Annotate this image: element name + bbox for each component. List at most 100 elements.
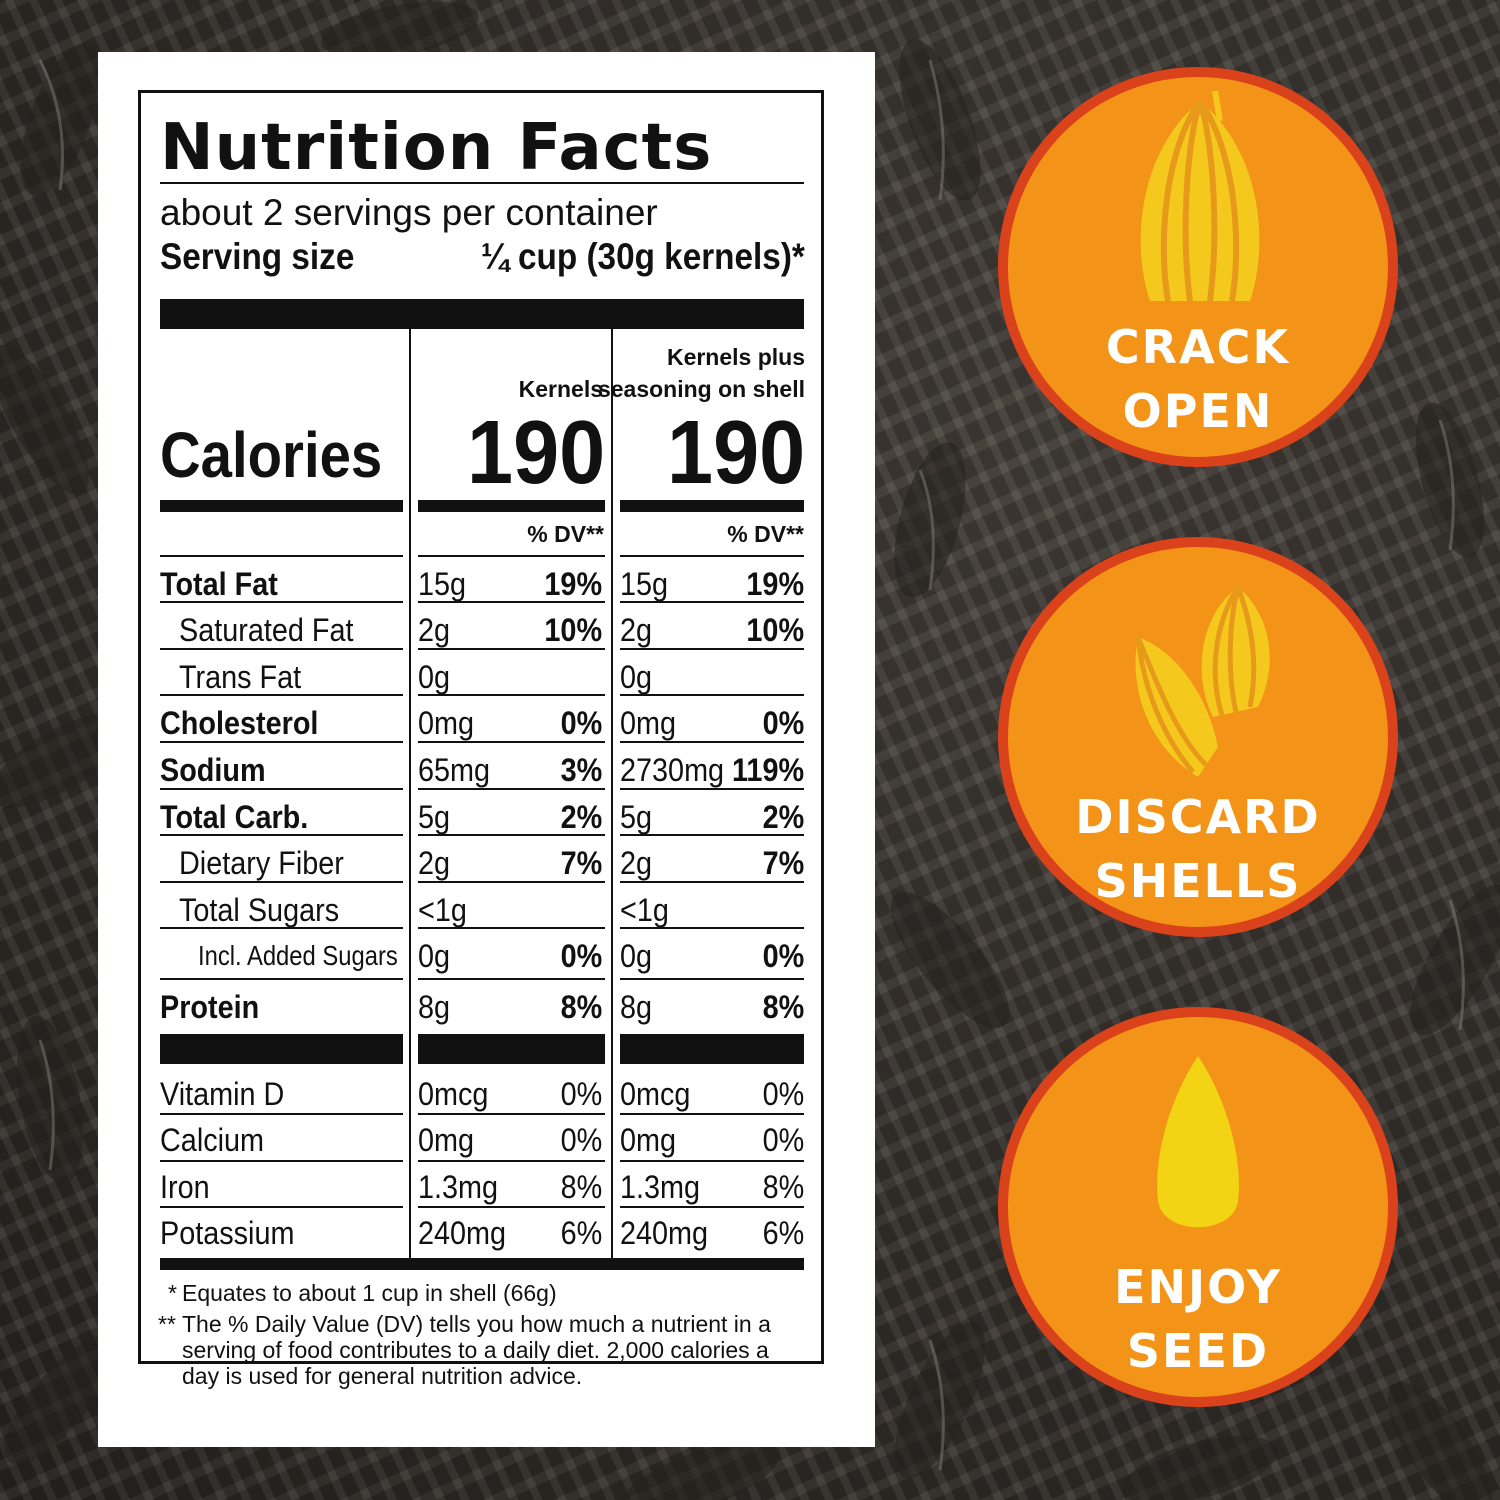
amount-seasoned: 2730mg [620, 752, 725, 788]
amount-kernels: 65mg [418, 752, 491, 788]
row-rule-col1 [418, 694, 605, 696]
vitamin-rule-col1 [418, 1206, 605, 1208]
row-rule-name [160, 978, 403, 980]
nutrient-name: Protein [160, 989, 260, 1025]
vitamin-amount-kernels: 0mg [418, 1122, 475, 1158]
vitamin-dv-seasoned: 8% [762, 1169, 804, 1205]
vitamin-dv-kernels: 8% [560, 1169, 602, 1205]
row-rule-col2 [620, 927, 804, 929]
row-rule-name [160, 694, 403, 696]
nutrient-name: Saturated Fat [179, 612, 354, 648]
row-rule-col2 [620, 978, 804, 980]
nutrient-name: Incl. Added Sugars [198, 940, 398, 971]
dv-seasoned: 7% [762, 845, 804, 881]
amount-seasoned: 2g [620, 845, 653, 881]
row-rule-name [160, 927, 403, 929]
amount-kernels: 15g [418, 566, 467, 602]
dv-seasoned: 0% [762, 705, 804, 741]
dv-kernels: 19% [544, 566, 602, 602]
vitamin-amount-kernels: 0mcg [418, 1076, 489, 1112]
row-rule-col2 [620, 834, 804, 836]
nutrient-name: Total Sugars [179, 892, 340, 928]
step-2-line2: SHELLS [1094, 854, 1302, 908]
dv-seasoned: 8% [762, 989, 804, 1025]
vitamin-rule-name [160, 1113, 403, 1115]
step-enjoy-seed: ENJOY SEED [998, 1007, 1398, 1407]
nutrient-name: Sodium [160, 752, 266, 788]
vitamin-dv-kernels: 0% [560, 1076, 602, 1112]
vitamin-name: Calcium [160, 1122, 265, 1158]
vitamin-dv-kernels: 6% [560, 1215, 602, 1251]
row-rule-col1 [418, 834, 605, 836]
dv-kernels: 2% [560, 799, 602, 835]
calories-seasoned: 190 [666, 403, 805, 503]
dv-header-kernels: % DV** [527, 521, 604, 547]
dv-kernels: 0% [560, 705, 602, 741]
nutrient-name: Total Fat [160, 566, 278, 602]
nutrient-name: Dietary Fiber [179, 845, 344, 881]
amount-kernels: 5g [418, 799, 451, 835]
vitamin-dv-seasoned: 0% [762, 1122, 804, 1158]
vitamin-rule-col1 [418, 1160, 605, 1162]
row-rule-name [160, 741, 403, 743]
footnote-1-mark: * [168, 1280, 177, 1306]
vitamin-name: Vitamin D [160, 1076, 285, 1112]
row-rule-col2 [620, 648, 804, 650]
vitamin-rule-col2 [620, 1113, 804, 1115]
dv-kernels: 3% [560, 752, 602, 788]
step-discard-shells: DISCARD SHELLS [998, 537, 1398, 937]
amount-seasoned: 0g [620, 659, 653, 695]
row-rule-col1 [418, 927, 605, 929]
vitamin-bar-3 [620, 1034, 804, 1064]
amount-kernels: 0g [418, 938, 451, 974]
nutrition-facts-title: Nutrition Facts [160, 111, 713, 185]
dv-seasoned: 10% [746, 612, 804, 648]
amount-kernels: 2g [418, 845, 451, 881]
vitamin-rule-col2 [620, 1206, 804, 1208]
step-crack-open: CRACK OPEN [998, 67, 1398, 467]
step-3-line2: SEED [1126, 1324, 1270, 1378]
serving-size-value: ¼ cup (30g kernels)* [481, 236, 805, 277]
footnote-2-mark: ** [158, 1311, 176, 1337]
row-rule-name [160, 648, 403, 650]
dv-kernels: 10% [544, 612, 602, 648]
row-rule-col1 [418, 555, 605, 557]
vitamin-dv-seasoned: 6% [762, 1215, 804, 1251]
dv-kernels: 0% [560, 938, 602, 974]
row-rule-col2 [620, 788, 804, 790]
amount-kernels: 8g [418, 989, 451, 1025]
row-rule-col2 [620, 881, 804, 883]
nutrient-name: Trans Fat [179, 659, 302, 695]
vitamin-rule-name [160, 1160, 403, 1162]
nutrient-name: Cholesterol [160, 705, 319, 741]
vitamin-name: Iron [160, 1169, 210, 1205]
dv-seasoned: 119% [731, 752, 804, 788]
dv-kernels: 7% [560, 845, 602, 881]
step-1-line2: OPEN [1122, 384, 1274, 438]
vitamin-dv-kernels: 0% [560, 1122, 602, 1158]
column-divider-2 [611, 329, 613, 1258]
row-rule-name [160, 881, 403, 883]
vitamin-amount-seasoned: 0mcg [620, 1076, 691, 1112]
calories-label: Calories [160, 419, 383, 491]
row-rule-col2 [620, 741, 804, 743]
amount-seasoned: 0g [620, 938, 653, 974]
row-rule-col1 [418, 601, 605, 603]
vitamin-amount-seasoned: 0mg [620, 1122, 677, 1158]
amount-kernels: <1g [418, 892, 467, 928]
vitamin-rule-col2 [620, 1160, 804, 1162]
amount-kernels: 0g [418, 659, 451, 695]
vitamin-amount-kernels: 240mg [418, 1215, 507, 1251]
row-rule-col1 [418, 648, 605, 650]
amount-kernels: 2g [418, 612, 451, 648]
vitamin-rule-col1 [418, 1113, 605, 1115]
seed-in-shell-icon [1140, 91, 1260, 302]
dv-header-seasoned: % DV** [727, 521, 804, 547]
title-rule [160, 182, 804, 184]
kernels-column-header: Kernels [518, 376, 603, 402]
row-rule-name [160, 834, 403, 836]
dv-kernels: 8% [560, 989, 602, 1025]
column-divider-1 [409, 329, 411, 1258]
dv-seasoned: 2% [762, 799, 804, 835]
calories-bar-1 [160, 500, 403, 512]
